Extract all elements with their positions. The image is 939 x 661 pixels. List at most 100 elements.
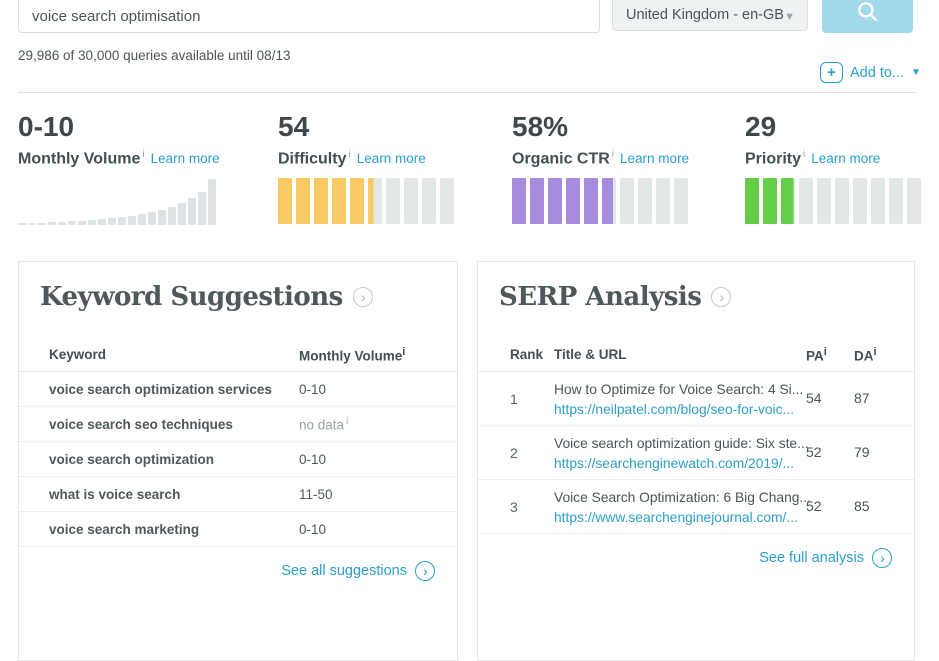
metric-label: Organic CTR bbox=[512, 150, 610, 168]
info-icon[interactable]: i bbox=[348, 148, 351, 160]
column-keyword: Keyword bbox=[49, 347, 107, 362]
queries-available-note: 29,986 of 30,000 queries available until… bbox=[18, 48, 291, 63]
gauge-segment bbox=[620, 178, 634, 225]
gauge-segment bbox=[674, 178, 688, 225]
histogram-bar bbox=[148, 212, 156, 226]
search-icon bbox=[855, 0, 881, 28]
search-button[interactable] bbox=[822, 0, 913, 33]
gauge-segment bbox=[440, 178, 454, 225]
see-all-suggestions-link[interactable]: See all suggestions › bbox=[19, 547, 457, 581]
gauge-segment bbox=[907, 178, 921, 225]
table-row: 1 How to Optimize for Voice Search: 4 Si… bbox=[478, 372, 914, 426]
column-pa: PAi bbox=[806, 345, 827, 364]
learn-more-link[interactable]: Learn more bbox=[811, 151, 881, 167]
serp-analysis-panel: SERP Analysis › Rank Title & URL PAi DAi… bbox=[477, 261, 915, 661]
metric-label: Difficulty bbox=[278, 150, 347, 168]
histogram-bar bbox=[28, 223, 36, 226]
gauge-segment bbox=[368, 178, 382, 225]
gauge-segment bbox=[548, 178, 562, 225]
table-row[interactable]: voice search optimization services 0-10 bbox=[19, 372, 457, 407]
gauge-segment bbox=[512, 178, 526, 225]
column-monthly-volume: Monthly Volumei bbox=[299, 345, 406, 364]
histogram-bar bbox=[158, 210, 166, 226]
learn-more-link[interactable]: Learn more bbox=[150, 151, 220, 167]
metric-priority: 29 Priority i Learn more bbox=[745, 111, 921, 225]
gauge-segment bbox=[584, 178, 598, 225]
histogram-bar bbox=[138, 214, 146, 226]
da-score: 87 bbox=[854, 389, 870, 406]
table-row[interactable]: what is voice search 11-50 bbox=[19, 477, 457, 512]
locale-dropdown[interactable]: United Kingdom - en-GB ▼ bbox=[612, 0, 808, 31]
info-icon[interactable]: i bbox=[346, 415, 349, 427]
metric-value: 29 bbox=[745, 111, 777, 142]
histogram-bar bbox=[118, 217, 126, 226]
open-analysis-arrow-icon[interactable]: › bbox=[711, 287, 732, 307]
gauge-segment bbox=[332, 178, 346, 225]
gauge-segment bbox=[745, 178, 759, 225]
serp-table-header: Rank Title & URL PAi DAi bbox=[478, 338, 914, 372]
info-icon[interactable]: i bbox=[873, 345, 877, 358]
gauge-segment bbox=[278, 178, 292, 225]
keyword-table-header: Keyword Monthly Volumei bbox=[19, 338, 457, 372]
learn-more-link[interactable]: Learn more bbox=[356, 151, 426, 167]
gauge-segment bbox=[817, 178, 831, 225]
learn-more-link[interactable]: Learn more bbox=[620, 151, 690, 167]
column-title-url: Title & URL bbox=[554, 347, 627, 362]
result-url-link[interactable]: https://neilpatel.com/blog/seo-for-voic.… bbox=[554, 401, 795, 417]
histogram-bar bbox=[128, 216, 136, 226]
table-row[interactable]: voice search marketing 0-10 bbox=[19, 512, 457, 547]
table-row[interactable]: voice search optimization 0-10 bbox=[19, 442, 457, 477]
metric-label: Priority bbox=[745, 150, 802, 168]
histogram-bar bbox=[38, 223, 46, 226]
result-title: How to Optimize for Voice Search: 4 Si..… bbox=[554, 381, 804, 397]
gauge-segment bbox=[350, 178, 364, 225]
panel-title: Keyword Suggestions bbox=[40, 282, 343, 312]
pa-score: 52 bbox=[806, 443, 822, 460]
table-row: 3 Voice Search Optimization: 6 Big Chang… bbox=[478, 480, 914, 534]
panel-title: SERP Analysis bbox=[499, 282, 702, 312]
divider bbox=[18, 92, 915, 93]
priority-gauge bbox=[745, 178, 921, 225]
histogram-bar bbox=[78, 221, 86, 226]
gauge-segment bbox=[602, 178, 616, 225]
result-url-link[interactable]: https://searchenginewatch.com/2019/... bbox=[554, 455, 795, 471]
table-row[interactable]: voice search seo techniques no data i bbox=[19, 407, 457, 442]
open-suggestions-arrow-icon[interactable]: › bbox=[352, 287, 373, 307]
result-url-link[interactable]: https://www.searchenginejournal.com/... bbox=[554, 509, 798, 525]
histogram-bar bbox=[48, 222, 56, 226]
gauge-segment bbox=[835, 178, 849, 225]
pa-score: 54 bbox=[806, 389, 822, 406]
metric-value: 0-10 bbox=[18, 111, 75, 142]
column-rank: Rank bbox=[510, 347, 544, 362]
see-full-analysis-link[interactable]: See full analysis › bbox=[478, 534, 914, 568]
keyword-search-input[interactable] bbox=[18, 0, 600, 33]
info-icon[interactable]: i bbox=[611, 148, 615, 160]
difficulty-gauge bbox=[278, 178, 454, 225]
gauge-segment bbox=[296, 178, 310, 225]
gauge-segment bbox=[314, 178, 328, 225]
metric-monthly-volume: 0-10 Monthly Volume i Learn more bbox=[18, 111, 220, 226]
info-icon[interactable]: i bbox=[803, 148, 806, 160]
gauge-segment bbox=[422, 178, 436, 225]
gauge-segment bbox=[566, 178, 580, 225]
plus-icon: + bbox=[820, 62, 843, 83]
column-da: DAi bbox=[854, 345, 877, 364]
histogram-bar bbox=[188, 198, 196, 226]
organic-ctr-gauge bbox=[512, 178, 689, 225]
gauge-segment bbox=[871, 178, 885, 225]
histogram-bar bbox=[168, 207, 176, 226]
add-to-label: Add to... bbox=[850, 64, 905, 81]
metric-value: 54 bbox=[278, 111, 310, 142]
pa-score: 52 bbox=[806, 497, 822, 514]
gauge-segment bbox=[386, 178, 400, 225]
info-icon[interactable]: i bbox=[142, 148, 145, 160]
histogram-bar bbox=[88, 220, 96, 226]
info-icon[interactable]: i bbox=[823, 345, 827, 358]
da-score: 79 bbox=[854, 443, 870, 460]
add-to-button[interactable]: + Add to... ▼ bbox=[820, 62, 921, 83]
metric-label: Monthly Volume bbox=[18, 150, 141, 168]
volume-histogram bbox=[18, 178, 220, 226]
gauge-segment bbox=[799, 178, 813, 225]
histogram-bar bbox=[68, 221, 76, 226]
info-icon[interactable]: i bbox=[402, 345, 406, 358]
